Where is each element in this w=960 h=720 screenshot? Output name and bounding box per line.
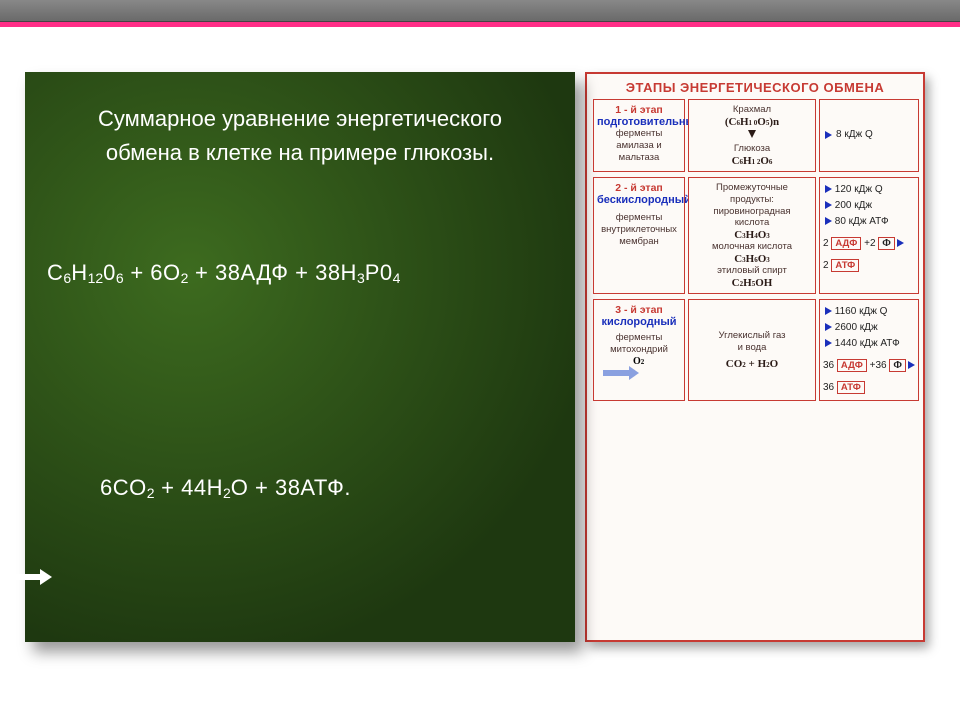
stage-row-1: 1 - й этап подготовительный ферменты ами… (593, 99, 917, 172)
arrow-right-icon (897, 239, 904, 247)
stage3-products-cell: Углекислый газ и вода CO2 + H2O (688, 299, 816, 401)
stage1-energy-value: 8 кДж Q (836, 127, 873, 143)
stage2-products-cell: Промежуточные продукты: пировиноградная … (688, 177, 816, 294)
phosphate-badge: Ф (878, 237, 895, 250)
stage2-num: 2 - й этап (597, 182, 681, 194)
atp-badge: АТФ (837, 381, 865, 394)
stage1-energy-cell: 8 кДж Q (819, 99, 919, 172)
blue-arrow-icon (603, 366, 639, 380)
co2-h2o-formula: CO2 + H2O (692, 358, 812, 370)
stage3-num: 3 - й этап (597, 304, 681, 316)
stage3-name: кислородный (597, 316, 681, 328)
lactate-formula: C3H6O3 (692, 253, 812, 265)
arrow-right-icon (12, 569, 52, 585)
arrow-right-icon (825, 217, 832, 225)
ethanol-formula: C2H5OH (692, 277, 812, 289)
stage3-enzymes: ферменты митохондрий (597, 332, 681, 356)
atp-badge: АТФ (831, 259, 859, 272)
left-title-line2: обмена в клетке на примере глюкозы. (106, 140, 494, 165)
stage1-num: 1 - й этап (597, 104, 681, 116)
arrow-right-icon (825, 307, 832, 315)
starch-formula: (C6H1 0O5)n (692, 116, 812, 128)
arrow-right-icon (825, 201, 832, 209)
stages-chart: ЭТАПЫ ЭНЕРГЕТИЧЕСКОГО ОБМЕНА 1 - й этап … (585, 72, 925, 642)
left-equation-panel: Суммарное уравнение энергетического обме… (25, 72, 575, 642)
stage1-enzymes: ферменты амилаза и мальтаза (597, 128, 681, 164)
arrow-right-icon (908, 361, 915, 369)
arrow-right-icon (825, 131, 832, 139)
left-equation-1: C6H1206 + 6O2 + 38АДФ + 38H3P04 (47, 260, 553, 286)
left-title: Суммарное уравнение энергетического обме… (47, 102, 553, 170)
arrow-right-icon (113, 696, 153, 712)
stage1-name: подготовительный (597, 116, 681, 128)
arrow-down-icon (748, 130, 756, 138)
arrow-right-icon (825, 185, 832, 193)
adp-badge: АДФ (837, 359, 867, 372)
stage1-products-cell: Крахмал (C6H1 0O5)n Глюкоза C6H1 2O6 (688, 99, 816, 172)
chart-title: ЭТАПЫ ЭНЕРГЕТИЧЕСКОГО ОБМЕНА (593, 80, 917, 95)
arrow-right-icon (825, 323, 832, 331)
slide-container: Суммарное уравнение энергетического обме… (0, 27, 960, 667)
stage3-name-cell: 3 - й этап кислородный ферменты митохонд… (593, 299, 685, 401)
stage-row-2: 2 - й этап бескислородный ферменты внутр… (593, 177, 917, 294)
stage2-name: бескислородный (597, 194, 681, 206)
left-title-line1: Суммарное уравнение энергетического (98, 106, 502, 131)
glucose-formula: C6H1 2O6 (692, 155, 812, 167)
stage3-energy-cell: 1160 кДж Q 2600 кДж 1440 кДж АТФ 36 АДФ … (819, 299, 919, 401)
stage-row-3: 3 - й этап кислородный ферменты митохонд… (593, 299, 917, 401)
stage1-name-cell: 1 - й этап подготовительный ферменты ами… (593, 99, 685, 172)
stage2-name-cell: 2 - й этап бескислородный ферменты внутр… (593, 177, 685, 294)
arrow-right-icon (825, 339, 832, 347)
window-topbar (0, 0, 960, 22)
stage2-energy-cell: 120 кДж Q 200 кДж 80 кДж АТФ 2 АДФ +2 Ф … (819, 177, 919, 294)
left-equation-2: 6CO2 + 44H2O + 38АТФ. (100, 475, 351, 501)
adp-badge: АДФ (831, 237, 861, 250)
phosphate-badge: Ф (889, 359, 906, 372)
stage2-enzymes: ферменты внутриклеточных мембран (597, 212, 681, 248)
pyruvate-formula: C3H4O3 (692, 229, 812, 241)
